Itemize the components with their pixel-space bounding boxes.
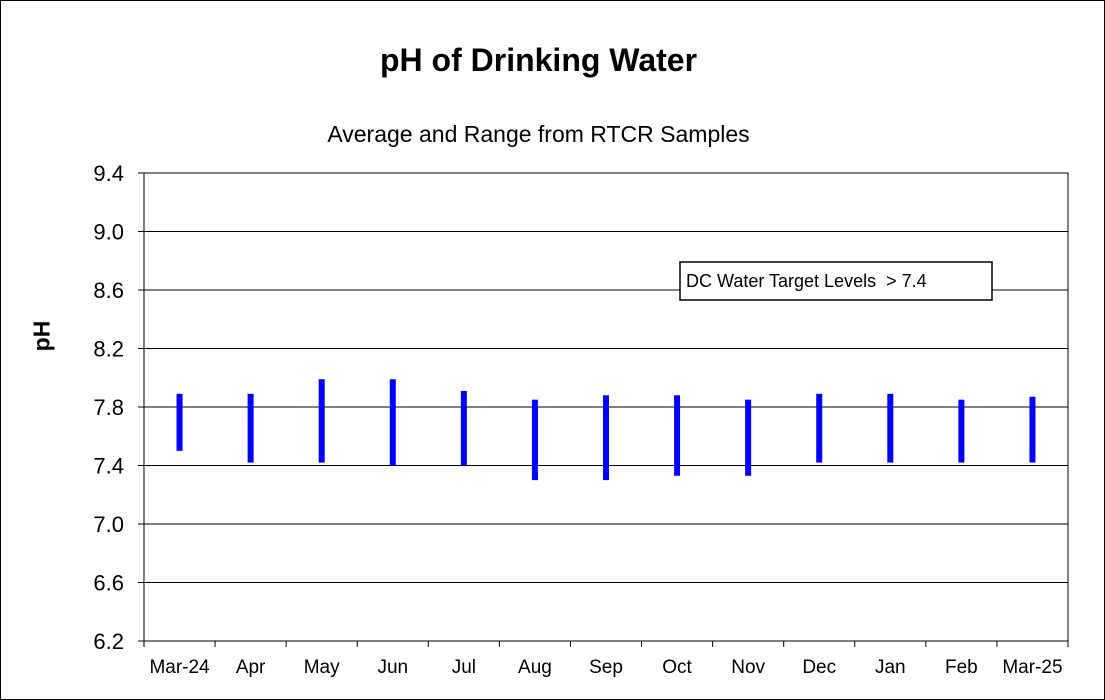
- chart-title: pH of Drinking Water: [379, 42, 698, 78]
- range-bar: [460, 390, 467, 466]
- y-tick-label: 8.2: [93, 337, 124, 362]
- x-tick-label: Jun: [377, 657, 408, 678]
- range-bar: [1029, 396, 1036, 463]
- x-tick-label: Jan: [875, 657, 906, 678]
- x-tick-label: Oct: [662, 657, 692, 678]
- range-bar: [389, 379, 396, 466]
- x-tick-label: May: [304, 657, 340, 678]
- x-tick-label: Apr: [236, 657, 266, 678]
- x-tick-label: Jul: [452, 657, 476, 678]
- range-bar: [816, 393, 823, 463]
- y-tick-label: 9.4: [93, 161, 124, 186]
- y-tick-label: 8.6: [93, 278, 124, 303]
- x-tick-label: Nov: [731, 657, 765, 678]
- range-bar: [247, 393, 254, 463]
- annotation-text: DC Water Target Levels > 7.4: [686, 271, 927, 291]
- y-tick-label: 9.0: [93, 220, 124, 245]
- chart-subtitle: Average and Range from RTCR Samples: [327, 121, 750, 147]
- range-bar: [887, 393, 894, 463]
- range-bar: [176, 393, 183, 451]
- plot-border: [143, 172, 1069, 642]
- x-tick-label: Dec: [802, 657, 836, 678]
- y-tick-label: 7.8: [93, 395, 124, 420]
- x-tick-label: Feb: [945, 657, 978, 678]
- range-bar: [745, 399, 752, 476]
- y-tick-label: 6.2: [93, 629, 124, 654]
- range-bar: [674, 395, 681, 476]
- x-tick-label: Aug: [518, 657, 552, 678]
- range-bar: [603, 395, 609, 481]
- range-bar: [531, 399, 538, 481]
- x-tick-label: Sep: [589, 657, 623, 678]
- x-tick-label: Mar-24: [149, 657, 210, 678]
- annotation-box: [679, 261, 993, 301]
- x-tick-label: Mar-25: [1002, 657, 1062, 678]
- range-bar: [958, 399, 965, 463]
- range-bar: [318, 379, 325, 463]
- y-tick-label: 7.0: [93, 512, 124, 537]
- y-tick-label: 6.6: [93, 571, 124, 596]
- y-tick-label: 7.4: [93, 454, 124, 479]
